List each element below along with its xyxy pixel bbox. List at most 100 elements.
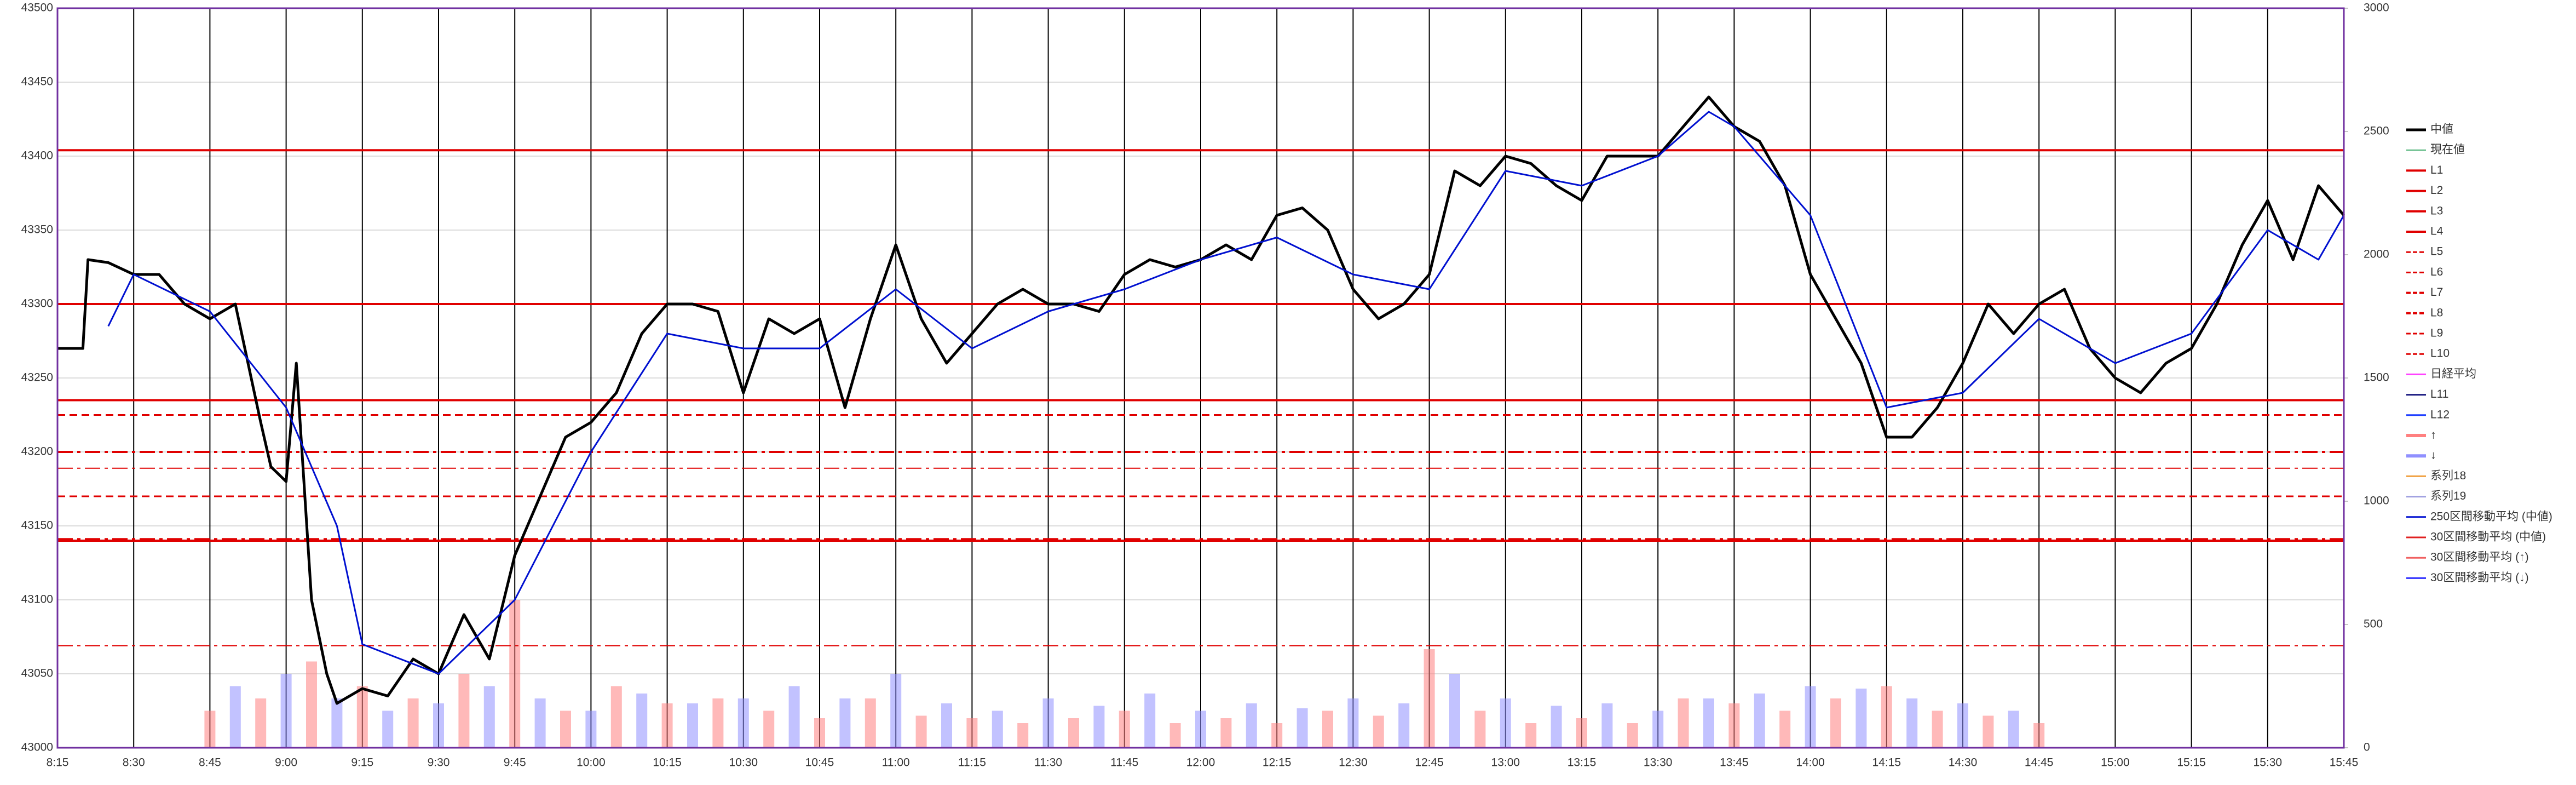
x-tick-label: 9:30	[428, 757, 450, 769]
volume-bar	[382, 710, 394, 748]
x-tick-label: 14:00	[1796, 757, 1825, 769]
legend-label: 30区間移動平均 (中値)	[2430, 531, 2546, 543]
x-tick-label: 10:45	[805, 757, 834, 769]
legend-label: L11	[2430, 388, 2448, 400]
legend-label: 系列19	[2430, 490, 2466, 502]
volume-bar	[1932, 710, 1943, 748]
volume-bar	[1627, 723, 1638, 748]
x-tick-label: 14:30	[1949, 757, 1978, 769]
volume-bar	[1754, 694, 1765, 748]
volume-bar	[1373, 715, 1384, 748]
volume-bar	[1957, 703, 1968, 748]
x-tick-label: 11:00	[882, 757, 910, 769]
legend-label: L8	[2430, 306, 2443, 319]
volume-bar	[610, 686, 622, 748]
legend-label: L1	[2430, 164, 2443, 176]
x-tick-label: 15:30	[2254, 757, 2283, 769]
volume-bar	[356, 686, 368, 748]
plot-border	[56, 7, 2345, 749]
volume-bar	[280, 674, 292, 748]
legend-label: L10	[2430, 347, 2450, 360]
volume-bar	[1525, 723, 1537, 748]
x-tick-label: 10:00	[577, 757, 606, 769]
volume-bar	[1551, 706, 1562, 748]
volume-bar	[1093, 706, 1105, 748]
volume-bar	[636, 694, 648, 748]
volume-bar	[1169, 723, 1181, 748]
series-line	[57, 95, 2345, 705]
volume-bar	[1017, 723, 1029, 748]
y-tick-label: 43300	[21, 297, 53, 310]
volume-bar	[1144, 694, 1156, 748]
x-tick-label: 10:30	[729, 757, 758, 769]
y-tick-label: 43500	[21, 2, 53, 14]
volume-bar	[1296, 708, 1308, 748]
volume-bar	[1906, 698, 1918, 748]
volume-bar	[1347, 698, 1359, 748]
volume-bar	[585, 710, 597, 748]
legend-label: ↓	[2430, 449, 2436, 462]
x-tick-label: 12:00	[1186, 757, 1215, 769]
x-tick-label: 13:45	[1720, 757, 1749, 769]
volume-bar	[1652, 710, 1664, 748]
x-tick-label: 15:00	[2101, 757, 2130, 769]
volume-bar	[1322, 710, 1333, 748]
volume-bar	[1678, 698, 1689, 748]
volume-bar	[255, 698, 267, 748]
volume-bar	[1220, 718, 1232, 748]
y2-tick-label: 3000	[2364, 2, 2389, 14]
volume-bar	[687, 703, 698, 748]
volume-bar	[229, 686, 241, 748]
legend-label: L5	[2430, 245, 2443, 258]
x-tick-label: 15:45	[2330, 757, 2359, 769]
volume-bar	[1500, 698, 1511, 748]
x-tick-label: 11:45	[1110, 757, 1138, 769]
y2-tick-label: 500	[2364, 618, 2383, 631]
y2-tick-label: 1000	[2364, 495, 2389, 507]
volume-bar	[966, 718, 978, 748]
legend-label: 30区間移動平均 (↑)	[2430, 551, 2529, 564]
volume-bar	[1449, 674, 1460, 748]
x-tick-label: 9:15	[351, 757, 373, 769]
y-tick-label: 43200	[21, 445, 53, 458]
volume-bar	[865, 698, 876, 748]
volume-bar	[890, 674, 902, 748]
legend-label: 30区間移動平均 (↓)	[2430, 571, 2529, 584]
x-tick-label: 14:45	[2025, 757, 2054, 769]
legend-label: 日経平均	[2430, 368, 2476, 380]
volume-bar	[763, 710, 775, 748]
volume-bar	[204, 710, 216, 748]
volume-bar	[458, 674, 470, 748]
y-tick-label: 43150	[21, 519, 53, 532]
volume-bar	[509, 600, 521, 748]
volume-bar	[1246, 703, 1257, 748]
volume-bar	[1424, 649, 1435, 748]
legend-label: 現在値	[2430, 144, 2465, 156]
x-tick-label: 14:15	[1872, 757, 1901, 769]
volume-bar	[1398, 703, 1410, 748]
volume-bar	[1983, 715, 1994, 748]
volume-bar	[1601, 703, 1613, 748]
x-tick-label: 8:45	[199, 757, 221, 769]
volume-bar	[941, 703, 952, 748]
volume-bar	[1195, 710, 1206, 748]
volume-bar	[1830, 698, 1841, 748]
legend-label: 250区間移動平均 (中値)	[2430, 510, 2552, 523]
x-tick-label: 12:30	[1339, 757, 1368, 769]
y-tick-label: 43100	[21, 593, 53, 606]
x-tick-label: 10:15	[653, 757, 682, 769]
x-tick-label: 13:00	[1491, 757, 1520, 769]
x-tick-label: 13:30	[1644, 757, 1673, 769]
volume-bar	[306, 661, 317, 748]
y-tick-label: 43000	[21, 741, 53, 754]
volume-bar	[2008, 710, 2019, 748]
legend-label: L4	[2430, 225, 2444, 238]
volume-bar	[331, 698, 343, 748]
x-tick-label: 11:30	[1034, 757, 1062, 769]
y-tick-label: 43050	[21, 667, 53, 680]
y-tick-label: 43250	[21, 371, 53, 384]
volume-bar	[1119, 710, 1130, 748]
x-tick-label: 13:15	[1568, 757, 1597, 769]
